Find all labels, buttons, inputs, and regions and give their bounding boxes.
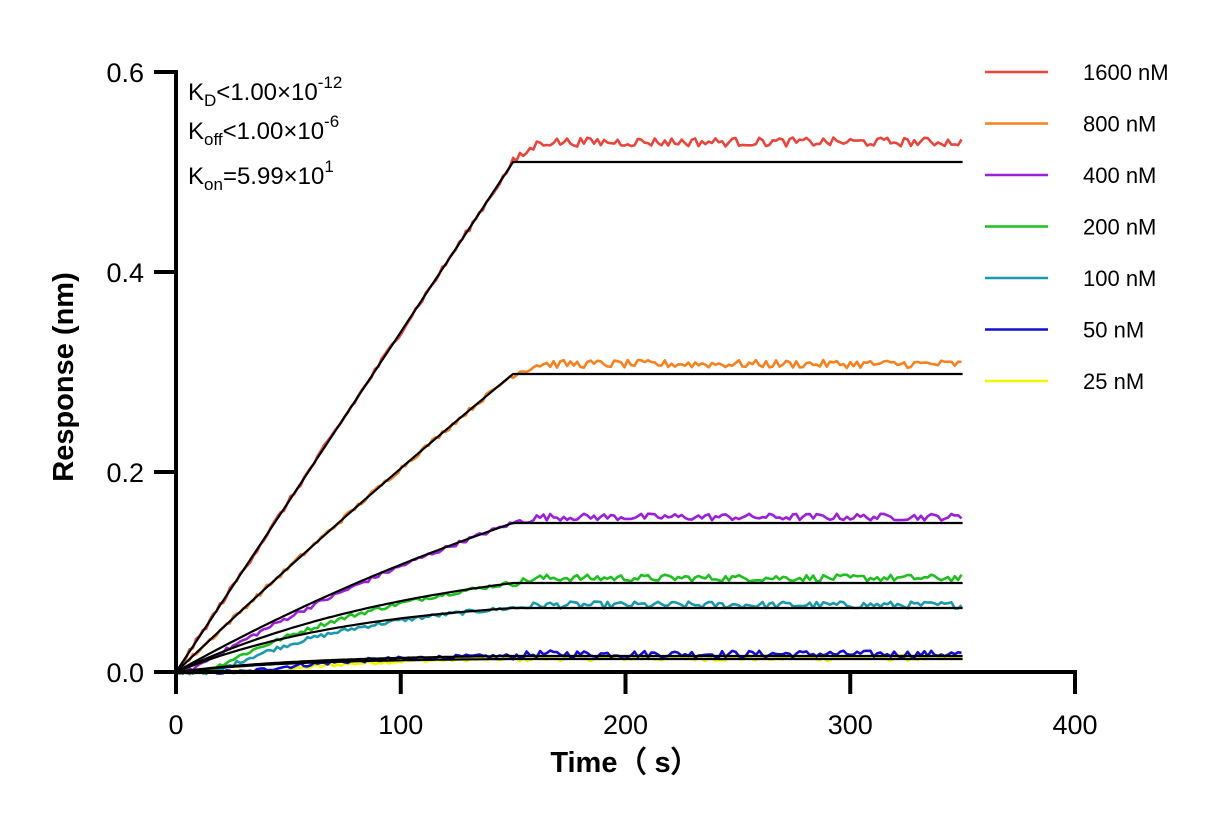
koff-symbol: K <box>188 118 204 145</box>
fit-line-100-nm <box>175 606 963 674</box>
legend: 1600 nM 800 nM 400 nM 200 nM 100 nM 50 nM 25 n… <box>985 60 1169 394</box>
y-tick-label: 0.0 <box>106 658 144 688</box>
axes: 0 100 200 300 400 0.0 0.2 0.4 0.6 <box>106 58 1097 740</box>
y-tick-label: 0.6 <box>106 58 144 88</box>
y-tick-label: 0.4 <box>106 258 144 288</box>
fit-line-25-nm <box>175 657 963 674</box>
series-line-200-nm <box>175 573 963 676</box>
series-line-400-nm <box>175 512 963 676</box>
koff-exp: -6 <box>324 112 339 131</box>
fit-line-50-nm <box>175 654 963 674</box>
plot-lines <box>175 136 963 676</box>
kd-annotation: KD<1.00×10-12 <box>188 73 342 110</box>
x-tick-label: 400 <box>1052 710 1097 740</box>
x-tick-label: 300 <box>828 710 873 740</box>
kon-symbol: K <box>188 163 204 190</box>
kon-mantissa: 5.99×10 <box>237 163 324 190</box>
legend-label: 200 nM <box>1083 215 1156 240</box>
legend-label: 50 nM <box>1083 318 1144 343</box>
koff-mantissa: 1.00×10 <box>237 118 324 145</box>
kd-sub: D <box>204 91 216 110</box>
kon-sub: on <box>204 175 223 194</box>
y-axis-title: Response (nm) <box>48 272 80 481</box>
series-line-100-nm <box>175 600 963 676</box>
x-axis-title: Time（ s） <box>550 746 699 779</box>
fit-line-400-nm <box>175 521 963 673</box>
kinetics-annotation: KD<1.00×10-12 Koff<1.00×10-6 Kon=5.99×10… <box>188 73 342 194</box>
x-tick-label: 100 <box>378 710 423 740</box>
kd-symbol: K <box>188 79 204 106</box>
legend-label: 25 nM <box>1083 369 1144 394</box>
series-line-800-nm <box>175 358 962 675</box>
koff-sub: off <box>204 130 223 149</box>
kon-relation: = <box>223 163 237 190</box>
legend-label: 1600 nM <box>1083 60 1169 85</box>
kd-mantissa: 1.00×10 <box>230 79 317 106</box>
fit-line-200-nm <box>175 581 963 673</box>
fit-line-800-nm <box>175 372 963 673</box>
fit-line-1600-nm <box>175 160 963 673</box>
series-line-50-nm <box>175 649 962 676</box>
y-tick-label: 0.2 <box>106 458 144 488</box>
kon-annotation: Kon=5.99×101 <box>188 157 334 194</box>
series-line-1600-nm <box>175 136 963 672</box>
x-tick-label: 0 <box>168 710 183 740</box>
legend-label: 100 nM <box>1083 266 1156 291</box>
koff-relation: < <box>223 118 237 145</box>
fit-lines <box>175 160 963 674</box>
legend-label: 800 nM <box>1083 112 1156 137</box>
kon-exp: 1 <box>324 157 333 176</box>
legend-label: 400 nM <box>1083 163 1156 188</box>
kd-relation: < <box>216 79 230 106</box>
koff-annotation: Koff<1.00×10-6 <box>188 112 339 149</box>
kd-exp: -12 <box>318 73 343 92</box>
x-tick-label: 200 <box>603 710 648 740</box>
